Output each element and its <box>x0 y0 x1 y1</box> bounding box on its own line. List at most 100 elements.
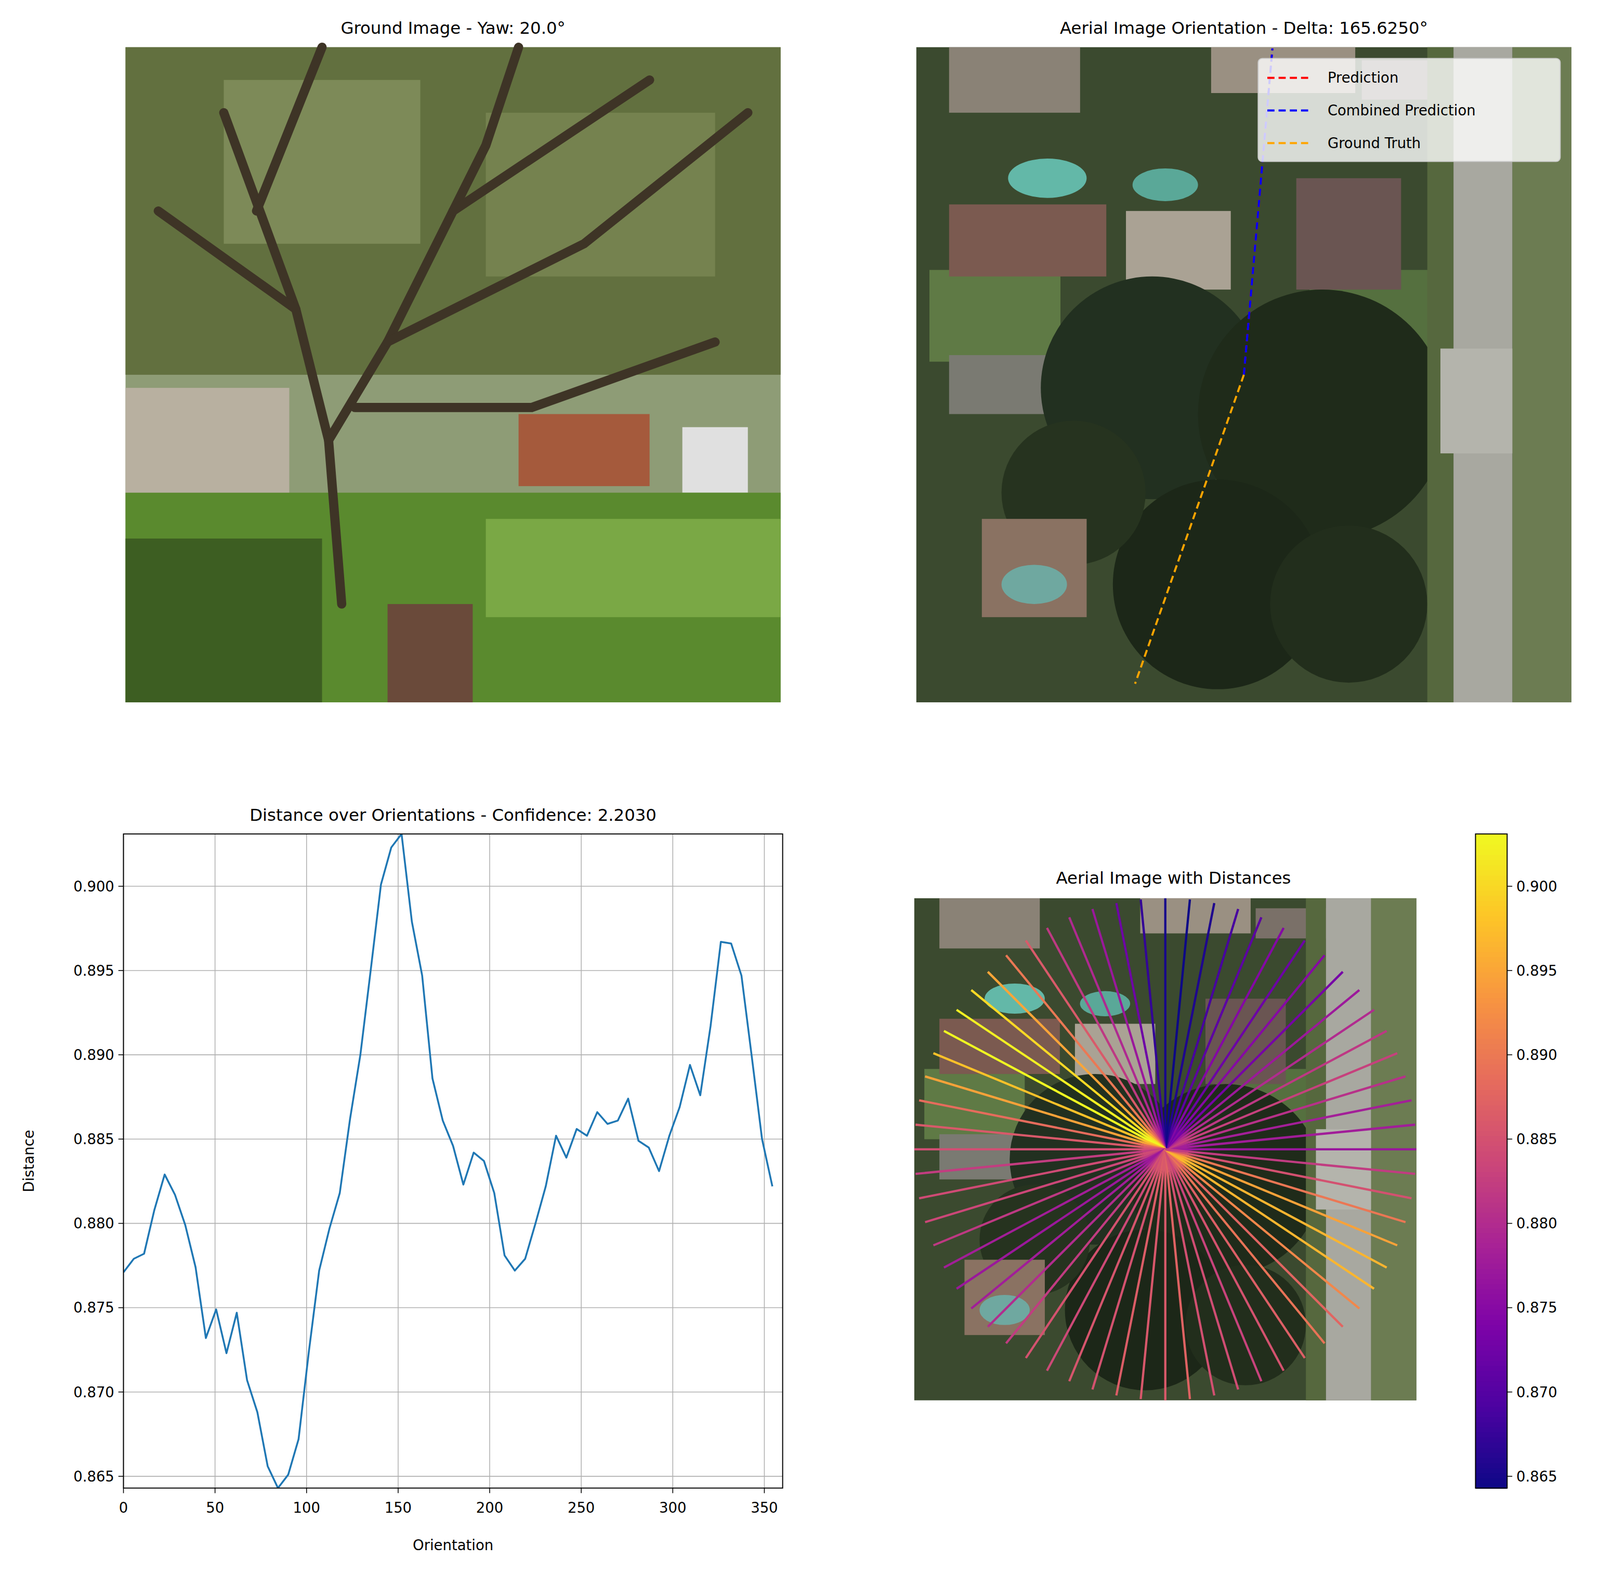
colorbar-segment <box>1475 1252 1508 1259</box>
photo-region <box>125 492 781 703</box>
colorbar-segment <box>1475 1181 1508 1188</box>
colorbar-segment <box>1475 1288 1508 1295</box>
colorbar-segment <box>1475 1130 1508 1136</box>
tick-mark <box>118 1054 124 1056</box>
ray <box>914 1148 1166 1151</box>
ray <box>1140 1149 1165 1400</box>
aerial-region <box>1440 348 1513 454</box>
grid-line <box>580 833 582 1488</box>
colorbar-segment <box>1475 1477 1508 1484</box>
line <box>123 833 773 1488</box>
colorbar-segment <box>1475 1165 1508 1172</box>
colorbar-segment <box>1475 874 1508 881</box>
ray <box>915 1124 1166 1149</box>
colorbar-segment <box>1475 1273 1508 1280</box>
tick-mark <box>1506 1307 1513 1309</box>
aerial-region <box>949 204 1107 277</box>
colorbar-segment <box>1475 941 1508 948</box>
colorbar-segment <box>1475 1248 1508 1254</box>
colorbar-segment <box>1475 1043 1508 1049</box>
colorbar: 0.8650.8700.8750.8800.8850.8900.8950.900 <box>1475 833 1558 1489</box>
tree-branch <box>387 112 749 343</box>
colorbar-segment <box>1475 1053 1508 1060</box>
tick-label: 0.885 <box>1516 1130 1558 1148</box>
tree-branch <box>158 211 296 310</box>
ray <box>1165 1149 1360 1309</box>
ray <box>1165 917 1262 1150</box>
colorbar-segment <box>1475 1441 1508 1448</box>
rays <box>914 898 1417 1401</box>
ray <box>1165 902 1215 1150</box>
legend-swatch <box>1267 109 1311 112</box>
tick-mark <box>1506 1054 1513 1056</box>
colorbar-segment <box>1475 981 1508 988</box>
colorbar-segment <box>1475 1314 1508 1320</box>
ray <box>1046 927 1166 1150</box>
tick-label: 100 <box>293 1499 321 1516</box>
colorbar-segment <box>1475 1452 1508 1459</box>
colorbar-segment <box>1475 1160 1508 1167</box>
ray <box>1025 940 1165 1150</box>
colorbar-segment <box>1475 987 1508 993</box>
legend-label: Prediction <box>1327 69 1399 86</box>
ray <box>1165 1149 1284 1371</box>
aerial-pool <box>1001 564 1068 605</box>
colorbar-segment <box>1475 1263 1508 1269</box>
aerial-region <box>1139 898 1251 934</box>
colorbar-segment <box>1475 1396 1508 1402</box>
colorbar-segment <box>1475 1156 1508 1162</box>
photo-region <box>486 112 716 277</box>
colorbar-segment <box>1475 997 1508 1004</box>
tick-label: 0.900 <box>73 877 115 895</box>
colorbar-segment <box>1475 1447 1508 1453</box>
colorbar-segment <box>1475 1017 1508 1024</box>
colorbar-segment <box>1475 1391 1508 1397</box>
colorbar-segment <box>1475 915 1508 922</box>
colorbar-segment <box>1475 1104 1508 1111</box>
aerial-region <box>964 1259 1045 1335</box>
colorbar-segment <box>1475 920 1508 927</box>
title: Aerial Image with Distances <box>1055 868 1291 888</box>
tree-branch <box>223 112 342 605</box>
colorbar-segment <box>1475 1222 1508 1228</box>
colorbar-segment <box>1475 1283 1508 1290</box>
ray <box>1165 1030 1387 1150</box>
colorbar-segment <box>1475 956 1508 963</box>
ray <box>1165 955 1325 1150</box>
ground-photo <box>125 47 781 703</box>
colorbar-segment <box>1475 1329 1508 1336</box>
photo-region <box>125 47 781 703</box>
colorbar-segment <box>1475 1370 1508 1376</box>
aerial-region <box>939 898 1040 949</box>
colorbar-segment <box>1475 1079 1508 1085</box>
ray <box>971 989 1165 1149</box>
tick-label: 300 <box>659 1499 687 1516</box>
colorbar-segment <box>1475 961 1508 968</box>
aerial-pool <box>1007 158 1087 199</box>
colorbar-segment <box>1475 1089 1508 1096</box>
tick-mark <box>1506 1391 1513 1393</box>
tick-label: 0.865 <box>73 1467 115 1485</box>
plot-frame <box>123 833 783 1488</box>
tick-mark <box>118 969 124 972</box>
colorbar-segment <box>1475 905 1508 912</box>
grid-line <box>214 833 216 1488</box>
colorbar-segment <box>1475 946 1508 953</box>
colorbar-segment <box>1475 1135 1508 1142</box>
tick-label: 0.890 <box>73 1046 115 1064</box>
grid-line <box>672 833 674 1488</box>
colorbar-segment <box>1475 869 1508 876</box>
tick-mark <box>214 1488 216 1494</box>
colorbar-segment <box>1475 1232 1508 1239</box>
colorbar-segment <box>1475 992 1508 999</box>
legend-label: Combined Prediction <box>1327 101 1476 119</box>
colorbar-segment <box>1475 900 1508 907</box>
grid-line <box>397 833 399 1488</box>
colorbar-segment <box>1475 1278 1508 1285</box>
colorbar-segment <box>1475 1385 1508 1392</box>
photo-region <box>125 538 322 703</box>
tick-label: 0.870 <box>1516 1383 1558 1401</box>
aerial-canopy <box>1185 1264 1306 1386</box>
colorbar-segment <box>1475 864 1508 871</box>
photo-region <box>486 518 781 618</box>
